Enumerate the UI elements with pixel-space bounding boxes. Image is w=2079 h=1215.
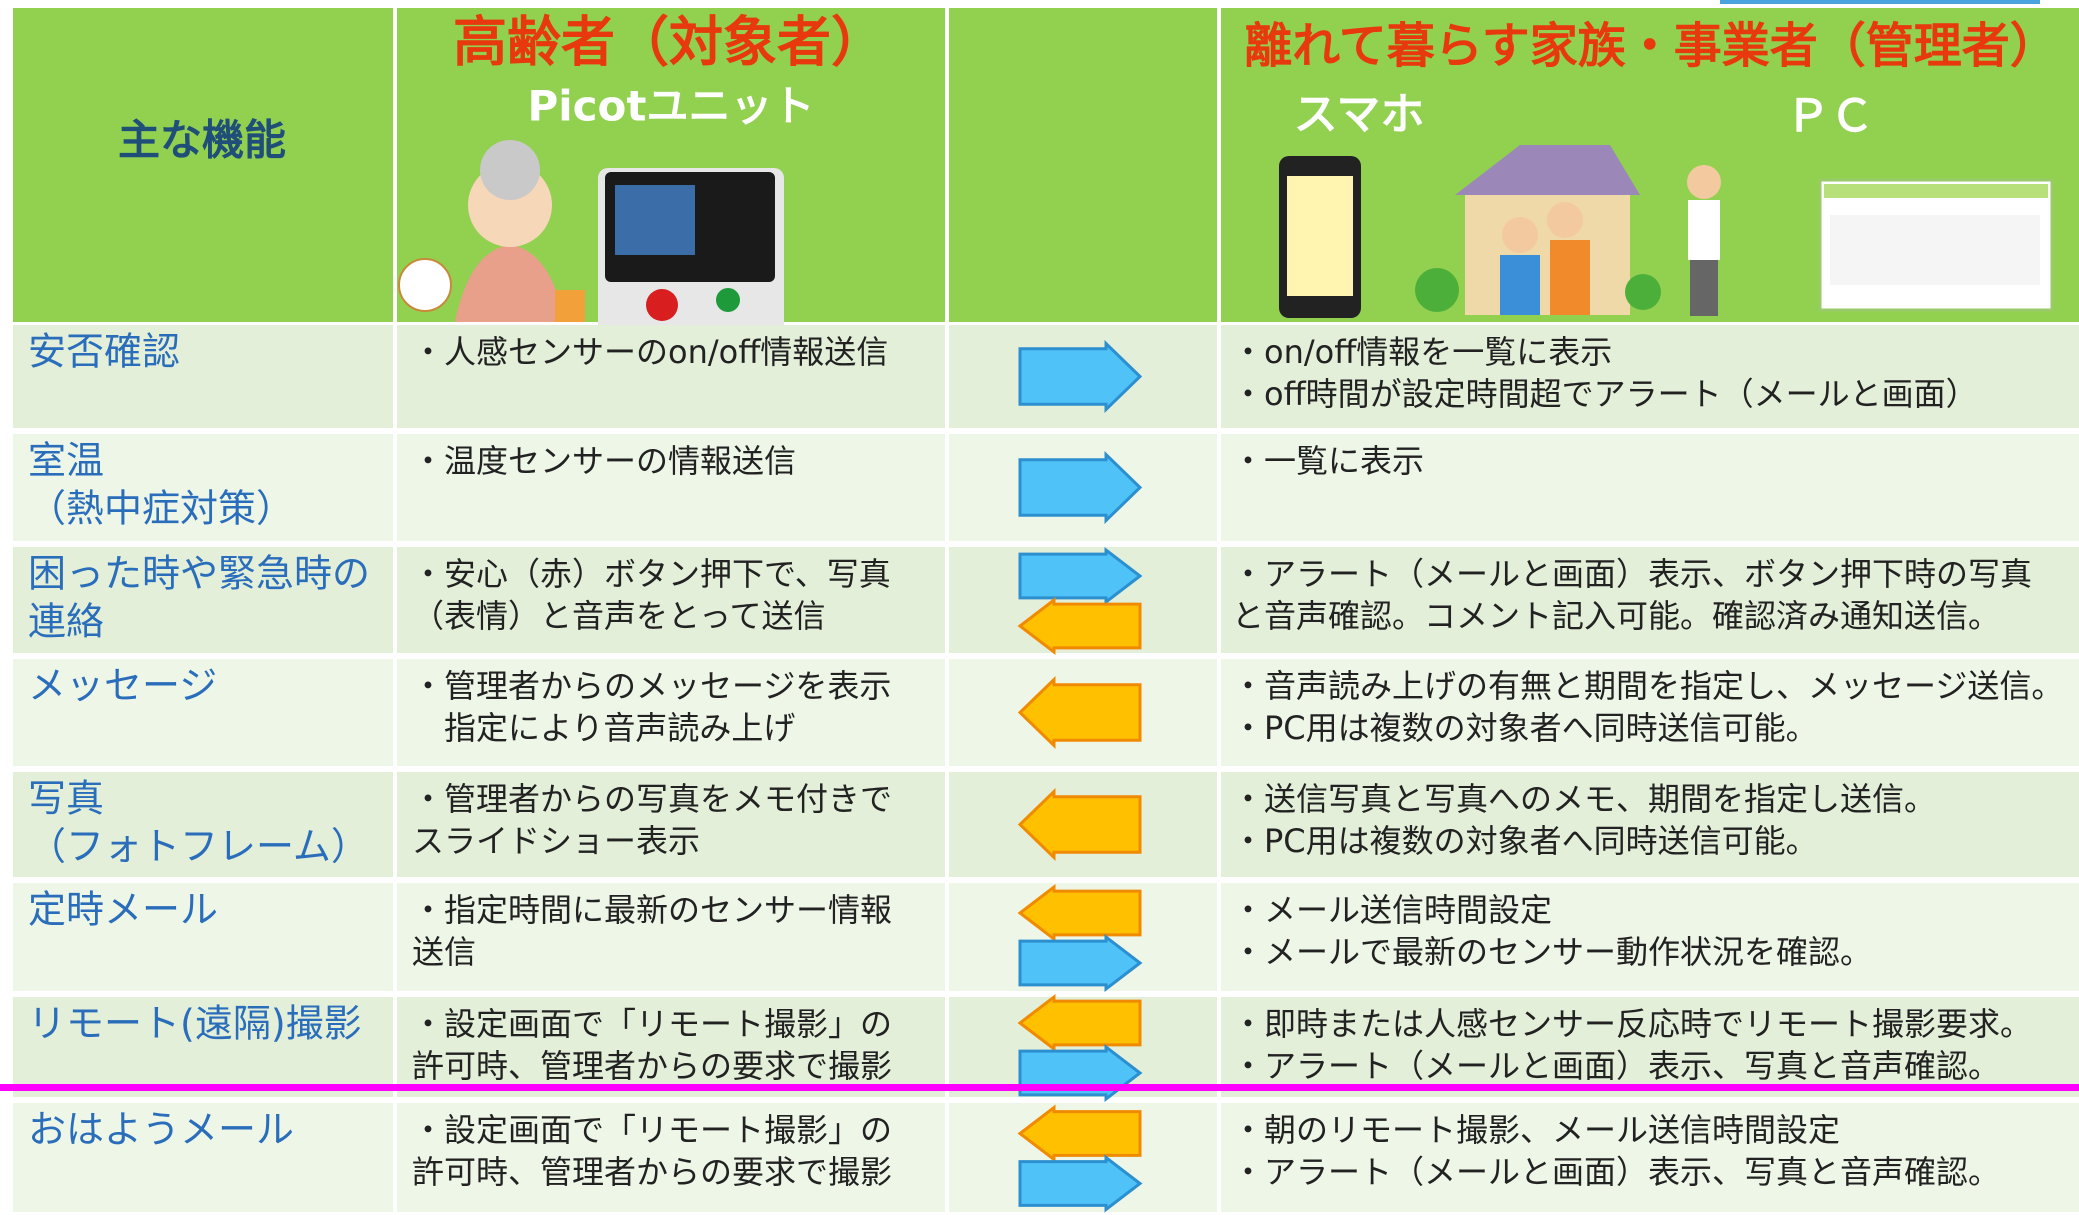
table-cell (13, 325, 393, 428)
header: 主な機能 高齢者（対象者） Picotユニット 離れて暮らす家族・事業者（管理者… (13, 8, 2079, 334)
function-name: おはようメール (28, 1108, 294, 1152)
manager-feature: ・一覧に表示 (1232, 442, 1424, 480)
table-cell (1221, 547, 2079, 653)
elder-feature: ・指定時間に最新のセンサー情報 (412, 891, 892, 929)
function-name: 写真 (28, 777, 104, 821)
arrow-left (1017, 993, 1142, 1053)
elder-feature: ・管理者からの写真をメモ付きで (412, 780, 892, 818)
arrow-left (1017, 787, 1142, 862)
highlight-line (0, 1084, 2079, 1091)
function-name: （熱中症対策） (28, 487, 294, 531)
manager-feature: ・off時間が設定時間超でアラート（メールと画面） (1232, 375, 1978, 413)
function-name: 連絡 (28, 600, 104, 644)
manager-feature: と音声確認。コメント記入可能。確認済み通知送信。 (1232, 597, 2000, 635)
header-smartphone: スマホ (1294, 89, 1425, 140)
table-cell (13, 997, 393, 1097)
table-cell (1221, 325, 2079, 428)
table-cell (1221, 659, 2079, 766)
manager-feature: ・アラート（メールと画面）表示、写真と音声確認。 (1232, 1153, 2000, 1191)
elder-feature: ・人感センサーのon/off情報送信 (412, 333, 888, 371)
elder-feature: 指定により音声読み上げ (412, 709, 795, 747)
function-name: （フォトフレーム） (28, 825, 369, 869)
function-name: メッセージ (28, 664, 217, 708)
table-cell (397, 1103, 945, 1212)
arrow-left (1017, 675, 1142, 750)
elder-feature: ・温度センサーの情報送信 (412, 442, 796, 480)
table-cell (397, 659, 945, 766)
function-name: リモート(遠隔)撮影 (28, 1002, 362, 1046)
family-illustration (1415, 145, 1661, 315)
manager-feature: ・PC用は複数の対象者へ同時送信可能。 (1232, 709, 1818, 747)
table-cell (397, 325, 945, 428)
manager-feature: ・音声読み上げの有無と期間を指定し、メッセージ送信。 (1232, 667, 2063, 705)
elder-feature: ・管理者からのメッセージを表示 (412, 667, 891, 705)
header-elder-title: 高齢者（対象者） (453, 11, 885, 74)
header-cell (949, 8, 1217, 322)
arrow-right (1018, 546, 1143, 606)
table-cell (1221, 772, 2079, 877)
elder-feature: （表情）と音声をとって送信 (412, 597, 825, 635)
manager-feature: ・送信写真と写真へのメモ、期間を指定し送信。 (1232, 780, 1936, 818)
arrow-right (1018, 339, 1143, 414)
header-elder-sub: Picotユニット (527, 82, 814, 131)
arrow-left (1017, 883, 1142, 943)
picot-device (598, 168, 784, 334)
table-cell (13, 883, 393, 991)
staff-illustration (1687, 165, 1721, 316)
arrow-left (1017, 1104, 1142, 1163)
table-cell (397, 547, 945, 653)
arrow-right (1018, 1154, 1143, 1213)
manager-feature: ・アラート（メールと画面）表示、ボタン押下時の写真 (1232, 555, 2032, 593)
manager-feature: ・アラート（メールと画面）表示、写真と音声確認。 (1232, 1047, 2000, 1085)
elder-illustration (398, 140, 585, 322)
table-cell (397, 434, 945, 541)
manager-feature: ・朝のリモート撮影、メール送信時間設定 (1232, 1111, 1840, 1149)
elder-feature: スライドショー表示 (412, 822, 700, 860)
manager-feature: ・メール送信時間設定 (1232, 891, 1552, 929)
elder-feature: 送信 (412, 933, 476, 971)
table-cell (397, 883, 945, 991)
elder-feature: 許可時、管理者からの要求で撮影 (412, 1153, 892, 1191)
table-cell (1221, 883, 2079, 991)
elder-feature: 許可時、管理者からの要求で撮影 (412, 1047, 892, 1085)
pc-illustration (1818, 178, 2054, 312)
function-name: 室温 (28, 439, 104, 483)
table-cell (13, 659, 393, 766)
table-cell (13, 434, 393, 541)
table-cell (13, 1103, 393, 1212)
manager-feature: ・メールで最新のセンサー動作状況を確認。 (1232, 933, 1872, 971)
elder-feature: ・設定画面で「リモート撮影」の (412, 1005, 892, 1043)
smartphone-illustration (1279, 156, 1361, 318)
arrow-right (1018, 933, 1143, 993)
header-pc: ＰＣ (1786, 91, 1874, 142)
table-cell (13, 547, 393, 653)
function-name: 困った時や緊急時の (28, 552, 370, 596)
header-function: 主な機能 (118, 116, 286, 165)
elder-feature: ・安心（赤）ボタン押下で、写真 (412, 555, 891, 593)
table-cell (1221, 434, 2079, 541)
table-cell (397, 997, 945, 1097)
header-cell (13, 8, 393, 322)
function-name: 安否確認 (28, 330, 180, 374)
table-body: 安否確認 ・人感センサーのon/off情報送信 ・on/off情報を一覧に表示・of… (13, 325, 2079, 1213)
table-cell (1221, 997, 2079, 1097)
manager-feature: ・PC用は複数の対象者へ同時送信可能。 (1232, 822, 1818, 860)
function-name: 定時メール (28, 888, 218, 932)
table-cell (397, 772, 945, 877)
arrow-right (1018, 450, 1143, 525)
header-family-title: 離れて暮らす家族・事業者（管理者） (1244, 18, 2058, 74)
elder-feature: ・設定画面で「リモート撮影」の (412, 1111, 892, 1149)
table-cell (13, 772, 393, 877)
manager-feature: ・即時または人感センサー反応時でリモート撮影要求。 (1232, 1005, 2032, 1043)
arrow-left (1017, 596, 1142, 656)
manager-feature: ・on/off情報を一覧に表示 (1232, 333, 1612, 371)
table-cell (1221, 1103, 2079, 1212)
